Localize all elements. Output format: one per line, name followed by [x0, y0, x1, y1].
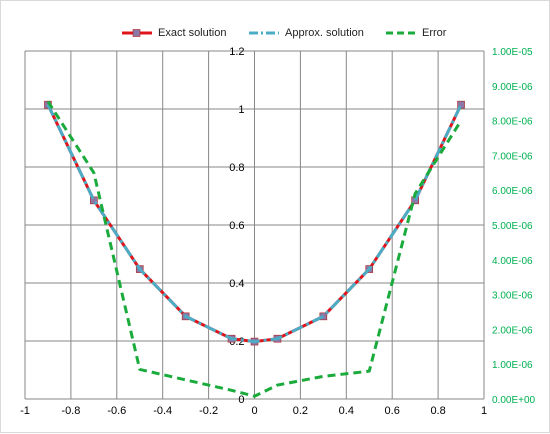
x-tick-label: 0.2 [293, 405, 308, 417]
legend-item-error: Error [386, 23, 446, 43]
legend-swatch-approx [249, 31, 279, 35]
y2-tick-label: 8.00E-06 [492, 117, 533, 128]
legend-swatch-error [386, 31, 416, 35]
y-tick-label: 0.8 [229, 162, 244, 174]
y-tick-label: 1 [238, 104, 244, 116]
legend-item-exact: Exact solution [122, 23, 226, 43]
y-tick-label: 0.6 [229, 220, 244, 232]
series-line-approx-solution [46, 104, 463, 344]
data-point-exact-solution [457, 100, 465, 109]
x-tick-label: -0.6 [107, 405, 126, 417]
x-tick-label: 0 [251, 405, 257, 417]
y-tick-label: 0 [238, 394, 244, 406]
y-tick-label: 1.2 [229, 46, 244, 58]
x-tick-label: 0.8 [430, 405, 445, 417]
legend: Exact solution Approx. solution Error [1, 23, 550, 43]
y2-tick-label: 0.00E+00 [492, 395, 536, 406]
x-tick-label: -0.2 [199, 405, 218, 417]
x-tick-label: 1 [481, 405, 487, 417]
legend-label-exact: Exact solution [158, 27, 227, 39]
data-point-exact-solution [90, 196, 98, 205]
data-point-exact-solution [319, 312, 328, 321]
x-tick-label: 0.6 [385, 405, 400, 417]
y2-tick-label: 1.00E-05 [492, 47, 533, 58]
series-line-error [46, 100, 463, 398]
x-tick-label: -0.8 [61, 405, 80, 417]
y2-tick-label: 9.00E-06 [492, 82, 533, 93]
y2-tick-label: 3.00E-06 [492, 291, 533, 302]
y2-tick-label: 4.00E-06 [492, 256, 533, 267]
y2-tick-label: 1.00E-06 [492, 360, 533, 371]
legend-swatch-exact [122, 29, 152, 37]
legend-item-approx: Approx. solution [249, 23, 364, 43]
y2-tick-label: 5.00E-06 [492, 221, 533, 232]
y2-tick-label: 2.00E-06 [492, 325, 533, 336]
y2-tick-label: 6.00E-06 [492, 186, 533, 197]
legend-label-approx: Approx. solution [285, 27, 364, 39]
x-tick-label: 0.4 [339, 405, 354, 417]
x-tick-label: -1 [20, 405, 30, 417]
y-tick-label: 0.4 [229, 278, 244, 290]
legend-label-error: Error [422, 27, 447, 39]
x-tick-label: -0.4 [153, 405, 172, 417]
y2-tick-label: 7.00E-06 [492, 151, 533, 162]
